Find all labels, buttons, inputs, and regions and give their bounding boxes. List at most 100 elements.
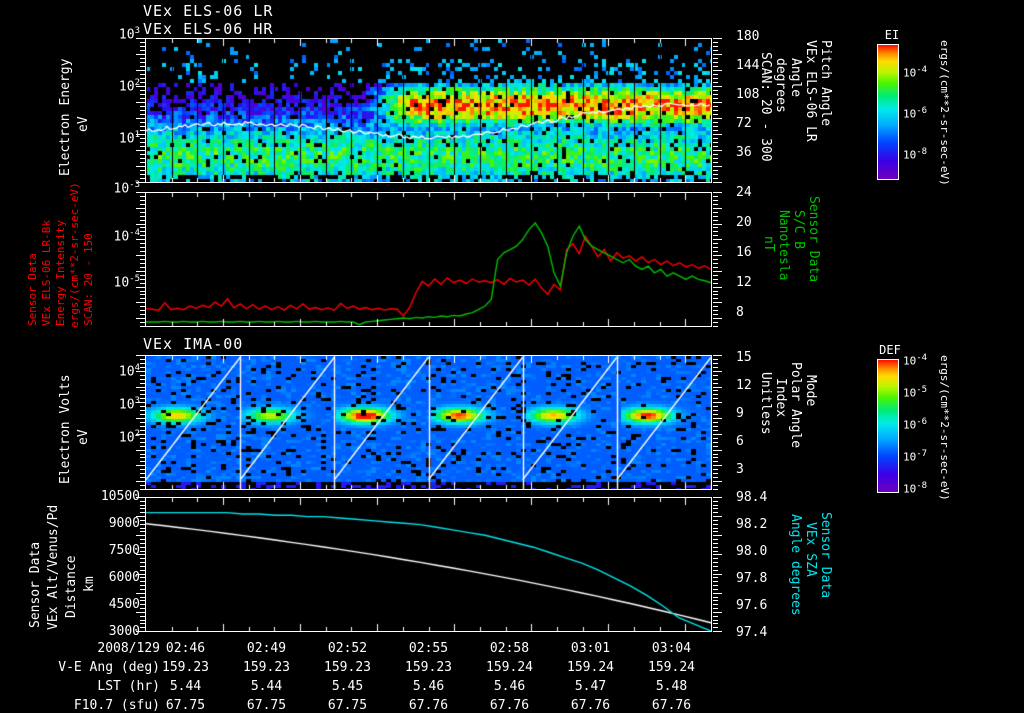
axis-tick [713,282,718,284]
panel1-title-lr: VEx ELS-06 LR [143,2,274,20]
energy-intensity-magnetic-field-canvas [146,193,711,326]
axis-tick [140,154,145,155]
axis-tick [140,266,145,268]
axis-tick [713,42,718,43]
axis-tick [140,531,145,533]
panel4-right-label-2: Angle degrees [788,514,803,616]
axis-tick [140,126,145,127]
axis-tick [140,608,145,610]
axis-tick [140,174,145,175]
colorbar2-unit: ergs/(cm**2-sr-sec-eV) [938,355,951,501]
axis-tick [713,542,718,544]
axis-tick [140,290,145,292]
axis-tick [140,306,145,308]
colorbar2-canvas [878,360,898,492]
axis-tick [140,227,145,229]
colorbar1-tick-0: 10-4 [903,65,928,80]
axis-tick [136,481,145,483]
axis-tick [713,66,718,67]
axis-tick [713,219,718,221]
panel4-ytick-5: 3000 [108,624,140,639]
axis-tick [140,50,145,51]
axis-tick [713,170,718,171]
axis-tick [713,382,718,384]
axis-tick [713,469,718,471]
axis-tick [713,523,718,525]
col-lst: 5.44 [250,679,283,694]
colorbar1-tick-2: 10-8 [903,147,928,162]
axis-tick [136,223,145,225]
panel3-ytick-2: 102 [118,429,140,446]
axis-tick [713,158,718,159]
axis-tick [713,298,718,300]
axis-tick [140,298,145,300]
colorbar1-title: EI [884,28,900,42]
panel2-rtick-1: 20 [736,215,752,230]
axis-tick [713,251,718,253]
axis-tick [140,162,145,163]
panel4-rtick-2: 98.0 [736,544,768,559]
axis-tick [136,386,145,388]
panel4-rtick-4: 97.6 [736,598,768,613]
axis-tick [136,86,145,87]
axis-tick [713,227,718,229]
axis-tick [713,94,718,95]
panel1-rtick-0: 180 [736,29,760,44]
axis-tick [713,286,722,288]
ima-ion-spectrogram-panel[interactable] [145,355,712,490]
axis-tick [140,394,145,396]
axis-tick [713,138,718,139]
axis-tick [713,110,718,111]
colorbar1-tick-1: 10-6 [903,106,928,121]
panel3-left-axis-unit: eV [76,429,91,445]
panel3-ytick-0: 104 [118,363,140,380]
axis-tick [713,535,722,537]
axis-tick [713,457,718,459]
axis-tick [713,322,718,324]
axis-tick [713,481,722,483]
col-time: 02:55 [408,641,449,656]
axis-tick [713,497,722,498]
axis-tick [713,390,718,392]
axis-tick [140,110,145,111]
bottom-row-label-date: 2008/129 [97,641,160,656]
axis-tick [140,42,145,43]
axis-tick [713,262,718,264]
altitude-sza-panel[interactable] [145,497,712,632]
axis-tick [713,146,718,147]
axis-tick [713,106,718,107]
energy-intensity-magnetic-field-panel[interactable] [145,192,712,327]
axis-tick [140,539,145,541]
axis-tick [136,166,145,167]
axis-tick [140,519,145,521]
axis-tick [136,465,145,467]
panel4-rtick-5: 97.4 [736,625,768,640]
axis-tick [713,98,718,99]
axis-tick [140,562,145,564]
electron-energy-spectrogram-canvas [146,39,711,182]
axis-tick [713,174,718,175]
axis-tick [713,182,722,183]
panel3-rtick-4: 3 [736,462,744,477]
electron-energy-spectrogram-panel[interactable] [145,38,712,183]
axis-tick [140,274,145,276]
axis-tick [713,477,718,479]
axis-tick [140,600,145,602]
col-time: 02:58 [489,641,530,656]
axis-tick [140,322,145,324]
panel3-rtick-0: 15 [736,350,752,365]
axis-tick [713,114,718,115]
panel2-right-label-3: nT [761,236,776,252]
axis-tick [140,604,145,606]
axis-tick [140,504,145,506]
axis-tick [713,255,722,257]
axis-tick [140,294,145,296]
axis-tick [713,302,722,304]
axis-tick [713,402,722,404]
colorbar2 [877,359,899,493]
panel2-left-label-3: ergs/(cm**2-sr-sec-eV) [68,182,81,328]
axis-tick [140,473,145,475]
axis-tick [713,623,718,625]
axis-tick [140,46,145,47]
axis-tick [713,314,718,316]
